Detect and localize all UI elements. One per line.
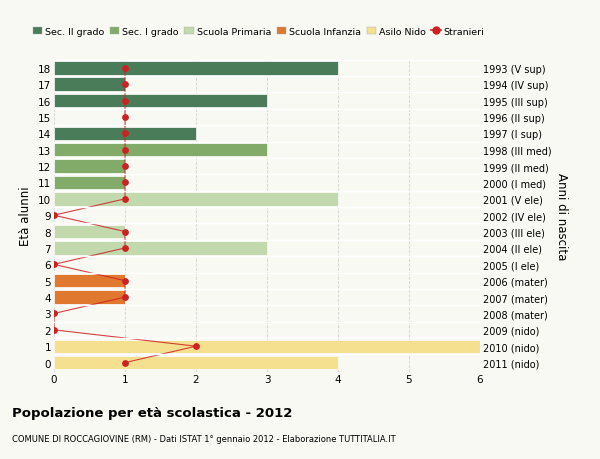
Bar: [54, 127, 196, 141]
Bar: [54, 160, 125, 174]
Point: [120, 114, 130, 121]
Point: [120, 277, 130, 285]
Bar: [54, 95, 267, 108]
Bar: [54, 193, 338, 206]
Y-axis label: Età alunni: Età alunni: [19, 186, 32, 246]
Point: [120, 359, 130, 366]
Bar: [54, 144, 267, 157]
Point: [120, 81, 130, 89]
Point: [120, 229, 130, 236]
Bar: [54, 62, 338, 75]
Point: [49, 261, 59, 269]
Point: [120, 147, 130, 154]
Point: [120, 196, 130, 203]
Point: [120, 245, 130, 252]
Bar: [54, 274, 125, 288]
Bar: [54, 242, 267, 255]
Y-axis label: Anni di nascita: Anni di nascita: [555, 172, 568, 259]
Point: [120, 163, 130, 170]
Point: [49, 310, 59, 318]
Bar: [54, 340, 480, 353]
Text: Popolazione per età scolastica - 2012: Popolazione per età scolastica - 2012: [12, 406, 292, 419]
Point: [120, 179, 130, 187]
Bar: [54, 78, 125, 92]
Point: [120, 65, 130, 73]
Point: [120, 98, 130, 105]
Text: COMUNE DI ROCCAGIOVINE (RM) - Dati ISTAT 1° gennaio 2012 - Elaborazione TUTTITAL: COMUNE DI ROCCAGIOVINE (RM) - Dati ISTAT…: [12, 434, 395, 443]
Point: [191, 343, 201, 350]
Point: [49, 212, 59, 219]
Point: [120, 294, 130, 301]
Bar: [54, 356, 338, 369]
Point: [120, 130, 130, 138]
Point: [49, 326, 59, 334]
Bar: [54, 225, 125, 239]
Bar: [54, 291, 125, 304]
Legend: Sec. II grado, Sec. I grado, Scuola Primaria, Scuola Infanzia, Asilo Nido, Stran: Sec. II grado, Sec. I grado, Scuola Prim…: [29, 24, 488, 40]
Bar: [54, 176, 125, 190]
